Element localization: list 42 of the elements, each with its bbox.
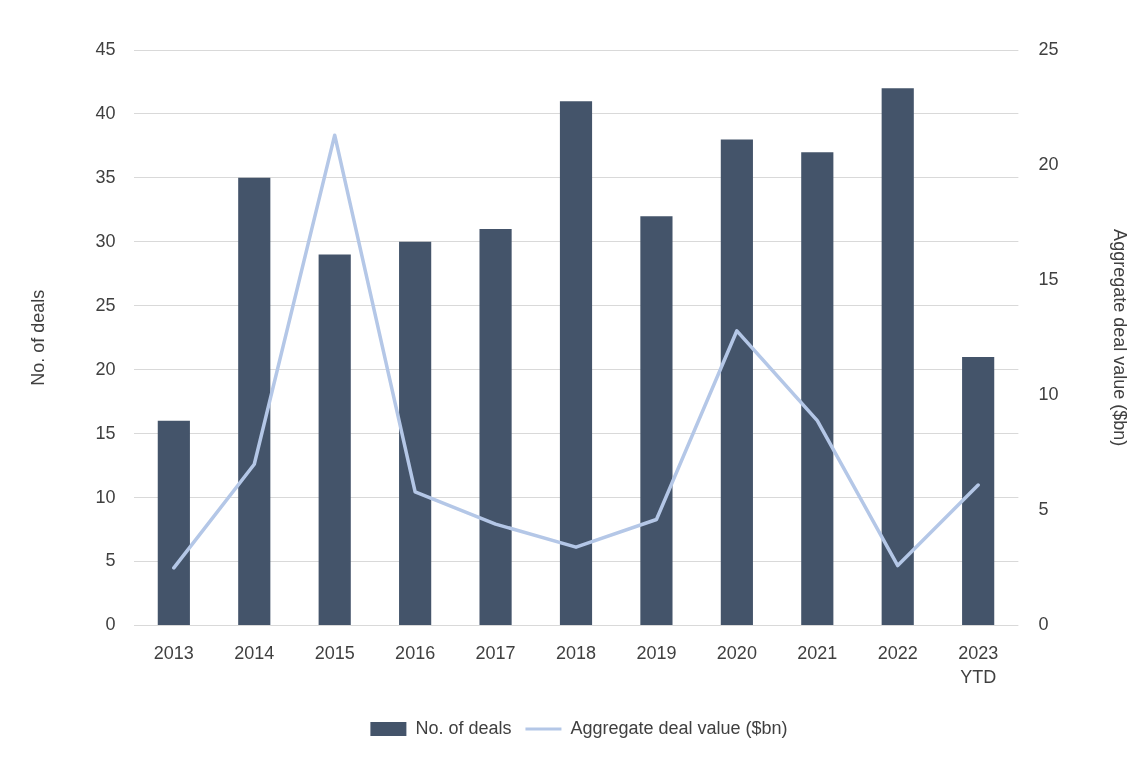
- y-tick-label: 15: [95, 422, 116, 443]
- y-tick-label: 35: [95, 166, 116, 187]
- y2-tick-label: 10: [1038, 384, 1059, 405]
- y-tick-label: 45: [95, 38, 116, 59]
- x-tick-label: 2020: [716, 642, 757, 663]
- bar: [881, 88, 914, 625]
- y-tick-label: 5: [105, 550, 116, 571]
- x-tick-label: 2014: [234, 642, 275, 663]
- bar: [318, 254, 351, 625]
- y-axis-title: No. of deals: [27, 289, 48, 386]
- x-tick-label: 2017: [475, 642, 516, 663]
- y-tick-label: 20: [95, 358, 116, 379]
- y2-tick-label: 15: [1038, 269, 1059, 290]
- x-tick-label: 2013: [153, 642, 194, 663]
- y2-tick-label: 25: [1038, 38, 1059, 59]
- bar: [479, 229, 512, 625]
- bar: [801, 152, 834, 625]
- y-tick-label: 25: [95, 294, 116, 315]
- x-tick-label: 2018: [555, 642, 597, 663]
- y-tick-label: 0: [105, 614, 116, 635]
- y2-tick-label: 0: [1038, 614, 1049, 635]
- bar: [559, 101, 593, 625]
- legend-label: No. of deals: [415, 717, 512, 738]
- x-tick-label: 2015: [314, 642, 355, 663]
- bar: [238, 177, 271, 625]
- bar: [399, 241, 432, 625]
- y-tick-label: 40: [95, 102, 116, 123]
- bar: [720, 139, 753, 625]
- x-tick-label: 2021: [797, 642, 838, 663]
- y-tick-label: 30: [95, 230, 116, 251]
- bar: [962, 356, 995, 625]
- legend-label: Aggregate deal value ($bn): [570, 717, 788, 738]
- y2-axis-title: Aggregate deal value ($bn): [1110, 229, 1131, 447]
- y2-tick-label: 20: [1038, 154, 1059, 175]
- bar: [640, 216, 673, 625]
- y2-tick-label: 5: [1038, 499, 1049, 520]
- x-tick-label: 2016: [395, 642, 436, 663]
- y-tick-label: 10: [95, 486, 116, 507]
- bar: [157, 420, 190, 625]
- x-tick-label: 2023 YTD: [958, 642, 999, 687]
- x-tick-label: 2019: [636, 642, 677, 663]
- x-tick-label: 2022: [877, 642, 918, 663]
